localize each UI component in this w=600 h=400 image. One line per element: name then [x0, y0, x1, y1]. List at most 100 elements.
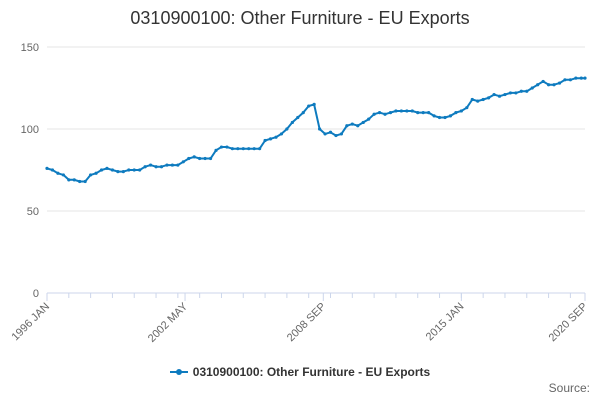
data-point[interactable]	[328, 130, 333, 134]
data-point[interactable]	[301, 111, 305, 115]
data-point[interactable]	[465, 106, 469, 110]
data-point[interactable]	[514, 91, 518, 95]
data-point[interactable]	[557, 81, 562, 85]
data-point[interactable]	[192, 155, 196, 159]
data-point[interactable]	[89, 173, 93, 177]
data-point[interactable]	[536, 83, 540, 87]
data-point[interactable]	[165, 163, 169, 167]
data-point[interactable]	[546, 83, 551, 87]
data-point[interactable]	[312, 102, 316, 106]
data-point[interactable]	[317, 127, 322, 131]
data-point[interactable]	[78, 179, 82, 184]
data-point[interactable]	[170, 163, 174, 167]
data-point[interactable]	[110, 168, 115, 172]
data-point[interactable]	[208, 156, 213, 161]
data-point[interactable]	[203, 156, 207, 161]
data-point[interactable]	[159, 165, 164, 169]
data-point[interactable]	[552, 83, 556, 87]
data-point[interactable]	[410, 109, 414, 113]
data-point[interactable]	[405, 109, 409, 113]
data-point[interactable]	[72, 178, 76, 182]
data-point[interactable]	[508, 91, 513, 95]
data-point[interactable]	[225, 145, 229, 149]
data-point[interactable]	[219, 145, 224, 149]
legend[interactable]: 0310900100: Other Furniture - EU Exports	[0, 365, 600, 379]
data-point[interactable]	[198, 156, 202, 161]
data-point[interactable]	[279, 132, 284, 136]
data-point[interactable]	[121, 170, 125, 174]
data-point[interactable]	[176, 163, 180, 167]
data-point[interactable]	[132, 168, 136, 172]
data-point[interactable]	[476, 99, 480, 103]
data-point[interactable]	[154, 165, 158, 169]
data-point[interactable]	[285, 127, 289, 131]
data-point[interactable]	[83, 179, 87, 184]
data-point[interactable]	[525, 89, 529, 93]
data-point[interactable]	[105, 166, 109, 170]
data-point[interactable]	[339, 132, 344, 136]
data-point[interactable]	[530, 86, 534, 90]
data-point[interactable]	[583, 76, 587, 80]
data-point[interactable]	[503, 92, 507, 97]
data-point[interactable]	[236, 147, 240, 151]
data-point[interactable]	[579, 76, 583, 80]
data-point[interactable]	[448, 114, 453, 118]
data-point[interactable]	[334, 133, 338, 138]
data-point[interactable]	[421, 111, 425, 115]
data-point[interactable]	[427, 111, 431, 115]
data-point[interactable]	[258, 147, 262, 151]
data-point[interactable]	[99, 168, 104, 172]
data-point[interactable]	[45, 166, 49, 170]
data-point[interactable]	[394, 109, 398, 113]
data-point[interactable]	[143, 165, 147, 169]
data-point[interactable]	[230, 147, 234, 151]
data-point[interactable]	[148, 163, 153, 167]
data-point[interactable]	[296, 115, 300, 120]
data-point[interactable]	[268, 137, 273, 141]
data-point[interactable]	[399, 109, 403, 113]
data-point[interactable]	[214, 148, 218, 152]
data-point[interactable]	[274, 135, 278, 139]
data-point[interactable]	[487, 96, 491, 100]
data-point[interactable]	[263, 138, 267, 143]
data-point[interactable]	[367, 117, 371, 121]
data-point[interactable]	[323, 132, 327, 136]
data-point[interactable]	[519, 89, 523, 93]
data-point[interactable]	[50, 168, 55, 172]
data-point[interactable]	[350, 122, 354, 126]
data-point[interactable]	[454, 111, 458, 115]
data-point[interactable]	[241, 147, 245, 151]
data-point[interactable]	[61, 173, 65, 177]
data-point[interactable]	[94, 171, 98, 175]
data-point[interactable]	[116, 170, 120, 174]
data-point[interactable]	[388, 111, 393, 115]
data-point[interactable]	[290, 120, 294, 125]
data-point[interactable]	[247, 147, 251, 151]
data-point[interactable]	[568, 78, 572, 82]
data-point[interactable]	[443, 115, 447, 120]
data-point[interactable]	[481, 97, 485, 102]
data-point[interactable]	[497, 94, 502, 98]
data-point[interactable]	[470, 97, 474, 102]
data-point[interactable]	[356, 124, 360, 128]
data-point[interactable]	[563, 78, 567, 82]
data-point[interactable]	[459, 109, 463, 113]
data-point[interactable]	[138, 168, 142, 172]
data-point[interactable]	[372, 112, 376, 116]
data-point[interactable]	[187, 156, 191, 161]
data-point[interactable]	[307, 104, 311, 108]
data-point[interactable]	[345, 124, 349, 128]
data-point[interactable]	[252, 147, 256, 151]
data-point[interactable]	[361, 120, 365, 125]
data-point[interactable]	[416, 111, 420, 115]
data-point[interactable]	[437, 115, 442, 120]
data-point[interactable]	[383, 112, 387, 116]
data-point[interactable]	[574, 76, 578, 80]
data-point[interactable]	[181, 160, 185, 164]
data-point[interactable]	[56, 171, 60, 175]
data-point[interactable]	[432, 114, 436, 118]
data-point[interactable]	[67, 178, 71, 182]
data-point[interactable]	[541, 79, 545, 84]
data-point[interactable]	[127, 168, 131, 172]
data-point[interactable]	[492, 92, 496, 97]
